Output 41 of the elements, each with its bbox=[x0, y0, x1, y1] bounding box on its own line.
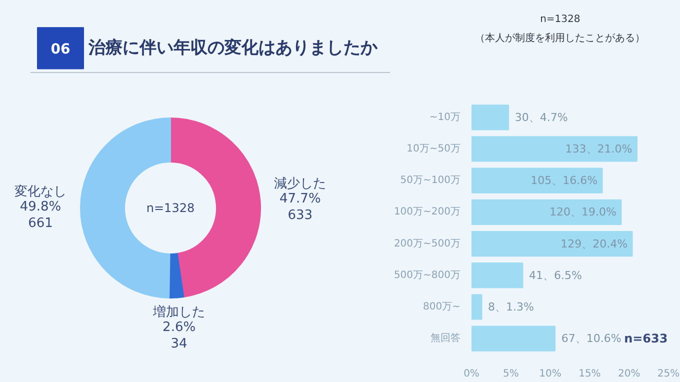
slice-label: 減少した bbox=[274, 176, 326, 192]
x-tick-label: 20% bbox=[618, 368, 640, 380]
data-label: 30、4.7% bbox=[514, 110, 568, 124]
x-tick-label: 25% bbox=[657, 368, 680, 380]
data-label: 41、6.5% bbox=[529, 268, 582, 282]
data-label: 47.7% 633 bbox=[280, 192, 321, 224]
data-label: 133、21.0% bbox=[565, 142, 632, 156]
data-label: 105、16.6% bbox=[530, 174, 598, 188]
chart-title: 治療に伴い年収の変化はありましたか bbox=[88, 38, 378, 58]
y-tick-label: 無回答 bbox=[430, 332, 460, 344]
bar bbox=[472, 136, 638, 162]
data-label: 49.8% 661 bbox=[20, 200, 62, 231]
bar bbox=[472, 199, 622, 225]
bar bbox=[472, 168, 603, 194]
x-tick-label: 15% bbox=[578, 368, 601, 380]
y-tick-label: 500万~800万 bbox=[394, 270, 461, 281]
annotation: n=633 bbox=[624, 332, 668, 346]
y-tick-label: ~10万 bbox=[429, 112, 461, 123]
x-tick-label: 10% bbox=[539, 368, 562, 380]
y-tick-label: 800万~ bbox=[423, 301, 461, 312]
y-tick-label: 50万~100万 bbox=[400, 175, 461, 186]
slice-label: 変化なし bbox=[14, 184, 67, 200]
bar bbox=[472, 230, 633, 257]
data-label: 120、19.0% bbox=[550, 206, 617, 219]
bar bbox=[472, 262, 524, 288]
data-label: 67、10.6% bbox=[561, 332, 622, 346]
data-label: 2.6% 34 bbox=[162, 320, 196, 352]
y-tick-label: 10万~50万 bbox=[406, 143, 460, 154]
bar bbox=[472, 326, 556, 352]
bar bbox=[472, 294, 482, 320]
x-tick-label: 5% bbox=[502, 368, 519, 380]
data-label: 129、20.4% bbox=[560, 237, 628, 250]
text: 06 bbox=[50, 42, 70, 58]
y-tick-label: 100万~200万 bbox=[394, 206, 461, 218]
chart-subtitle: n=1328 （本人が制度を利用したことがある） bbox=[475, 14, 646, 44]
bar bbox=[472, 104, 510, 130]
text: n=1328 bbox=[146, 200, 195, 215]
x-tick-label: 0% bbox=[464, 368, 480, 380]
data-label: 8、1.3% bbox=[488, 300, 534, 314]
slice-label: 増加した bbox=[152, 304, 206, 320]
y-tick-label: 200万~500万 bbox=[394, 238, 461, 250]
